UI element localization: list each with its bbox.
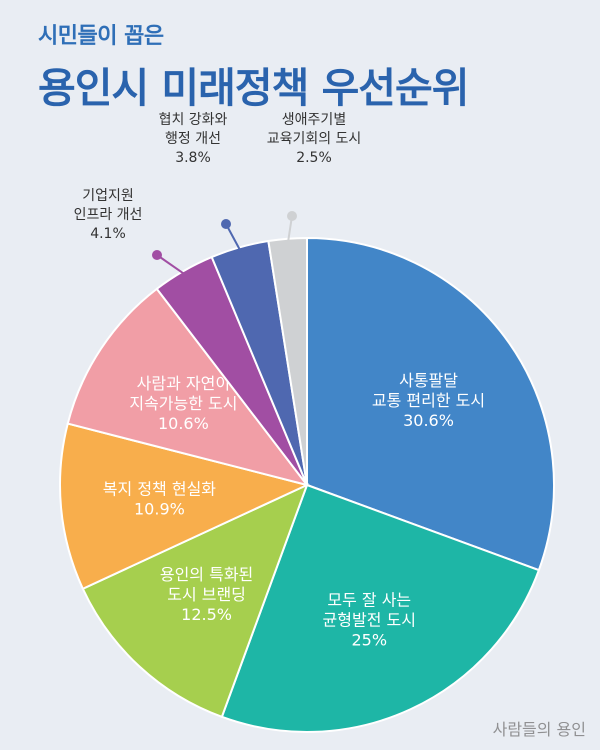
chart-title: 용인시 미래정책 우선순위 [38, 64, 469, 112]
pie-slice-5 [66, 287, 310, 487]
leader-dot [152, 250, 162, 260]
slice-category-label: 생애주기별 [282, 112, 346, 128]
pie-slice-4 [59, 422, 310, 591]
slice-category-label: 사통팔달 [399, 371, 458, 390]
pie-slice-3 [81, 483, 309, 719]
slice-category-label: 용인의 특화된 [160, 565, 253, 584]
slice-category-label: 인프라 개선 [74, 207, 143, 223]
slice-value-label: 12.5% [181, 605, 232, 624]
slice-value-label: 25% [351, 630, 387, 649]
slice-category-label: 모두 잘 사는 [327, 590, 411, 609]
slice-category-label: 기업지원 [82, 188, 134, 204]
slice-category-label: 협치 강화와 [159, 112, 228, 128]
slice-value-label: 3.8% [175, 150, 211, 166]
slice-category-label: 지속가능한 도시 [129, 394, 237, 413]
slice-category-label: 사람과 자연이 [137, 374, 230, 393]
slice-value-label: 4.1% [90, 226, 126, 242]
slice-value-label: 2.5% [296, 150, 332, 166]
chart-subtitle: 시민들이 꼽은 [38, 24, 164, 49]
chart-header: 시민들이 꼽은 용인시 미래정책 우선순위 [38, 18, 469, 114]
leader-line [225, 223, 242, 252]
slice-category-label: 교육기회의 도시 [267, 131, 362, 147]
slice-value-label: 10.9% [134, 499, 185, 518]
slice-value-label: 30.6% [403, 411, 454, 430]
slice-category-label: 행정 개선 [165, 131, 221, 147]
leader-dot [287, 211, 297, 221]
leader-dot [221, 219, 231, 229]
watermark-logo: 사람들의 용인 [492, 720, 586, 739]
leader-line [156, 254, 186, 276]
slice-category-label: 교통 편리한 도시 [372, 391, 485, 410]
slice-category-label: 도시 브랜딩 [167, 585, 246, 604]
pie-slice-2 [220, 483, 541, 733]
pie-slice-1 [306, 236, 555, 572]
slice-value-label: 10.6% [158, 414, 209, 433]
slice-category-label: 복지 정책 현실화 [103, 479, 216, 498]
slice-category-label: 균형발전 도시 [323, 610, 416, 629]
